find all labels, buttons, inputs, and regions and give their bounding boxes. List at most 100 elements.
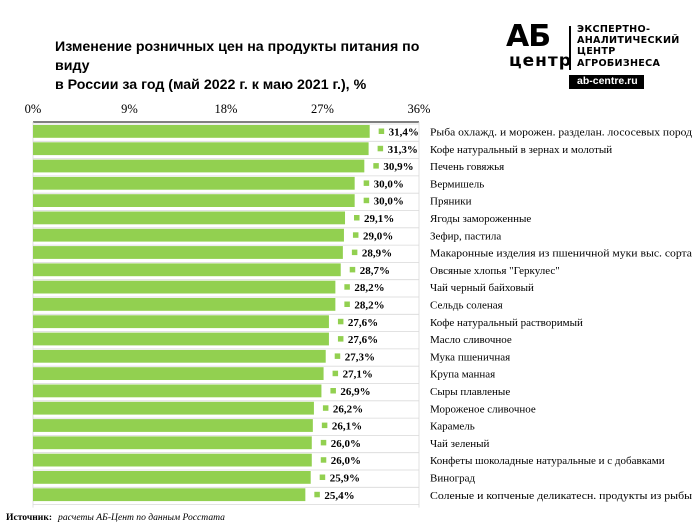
bar-marker xyxy=(314,491,320,498)
bar xyxy=(33,453,312,467)
category-label: Кофе натуральный растворимый xyxy=(430,317,583,329)
value-label: 31,4% xyxy=(389,127,419,139)
bar-marker xyxy=(363,180,370,186)
logo-divider xyxy=(569,26,571,70)
category-label: Мороженое сливочное xyxy=(430,403,536,415)
value-label: 26,0% xyxy=(331,455,361,467)
value-label: 29,0% xyxy=(363,230,393,242)
category-label: Сельдь соленая xyxy=(430,300,503,312)
bar-marker xyxy=(320,439,327,446)
chart-title-line-2: в России за год (май 2022 г. к маю 2021 … xyxy=(55,77,367,93)
bar xyxy=(33,332,329,346)
source-label: Источник: xyxy=(6,512,53,523)
bar-marker xyxy=(332,370,339,377)
ab-centre-logo: АБ центр ЭКСПЕРТНО- АНАЛИТИЧЕСКИЙ ЦЕНТР … xyxy=(506,22,700,92)
category-label: Виноград xyxy=(430,473,476,485)
bar-marker xyxy=(363,197,370,204)
bar-marker xyxy=(354,215,360,221)
bar-marker xyxy=(319,474,326,480)
category-label: Овсяные хлопья "Геркулес" xyxy=(430,265,560,277)
logo-url: ab-centre.ru xyxy=(569,75,644,89)
logo-caption-line: АНАЛИТИЧЕСКИЙ xyxy=(577,35,680,47)
logo-mark: АБ xyxy=(506,19,551,54)
category-label: Чай зеленый xyxy=(430,438,490,450)
value-label: 28,7% xyxy=(360,265,390,277)
logo-caption-line: АГРОБИЗНЕСА xyxy=(577,57,661,69)
category-label: Печень говяжья xyxy=(430,161,504,173)
value-label: 28,2% xyxy=(354,300,384,312)
bar xyxy=(33,246,343,259)
bar xyxy=(33,419,313,432)
value-label: 25,4% xyxy=(324,490,354,502)
category-label: Вермишель xyxy=(430,178,484,190)
bar-marker xyxy=(344,284,350,290)
bar xyxy=(33,125,370,138)
source-text: расчеты АБ-Цент по данным Росстата xyxy=(58,512,225,523)
bar xyxy=(33,194,355,207)
bar xyxy=(33,176,355,190)
bar xyxy=(33,263,341,277)
source-note: Источник: расчеты АБ-Цент по данным Росст… xyxy=(6,512,225,524)
bar xyxy=(33,280,336,294)
category-label: Мука пшеничная xyxy=(430,351,510,363)
category-label: Конфеты шоколадные натуральные и с добав… xyxy=(430,455,665,467)
bar-marker xyxy=(377,145,384,152)
bar xyxy=(33,436,312,450)
value-label: 31,3% xyxy=(388,144,418,156)
value-label: 30,0% xyxy=(374,196,404,208)
category-label: Сыры плавленые xyxy=(430,386,510,398)
bar-marker xyxy=(322,405,329,411)
bar-marker xyxy=(320,457,327,463)
x-tick-label: 18% xyxy=(215,102,238,116)
value-label: 26,1% xyxy=(332,421,362,433)
bar xyxy=(33,142,369,156)
category-label: Макаронные изделия из пшеничной муки выс… xyxy=(430,248,692,260)
value-label: 26,9% xyxy=(340,386,370,398)
bar-marker xyxy=(330,388,336,394)
x-tick-label: 36% xyxy=(408,102,431,116)
bar xyxy=(33,228,344,242)
bar xyxy=(33,384,322,398)
bar xyxy=(33,349,326,363)
category-label: Зефир, пастила xyxy=(430,230,501,242)
bar xyxy=(33,315,329,329)
value-label: 30,9% xyxy=(383,161,413,173)
bar-marker xyxy=(321,422,328,429)
category-label: Ягоды замороженные xyxy=(430,213,531,225)
category-label: Карамель xyxy=(430,421,475,433)
bar-marker xyxy=(337,318,344,325)
category-label: Чай черный байховый xyxy=(430,282,534,294)
logo-mark-word: центр xyxy=(509,51,572,71)
bar xyxy=(33,401,314,415)
x-tick-label: 9% xyxy=(121,102,138,116)
logo-caption: ЭКСПЕРТНО- АНАЛИТИЧЕСКИЙ ЦЕНТР АГРОБИЗНЕ… xyxy=(577,24,680,69)
value-label: 27,1% xyxy=(343,369,373,381)
value-label: 27,3% xyxy=(345,351,375,363)
bar-marker xyxy=(373,163,379,169)
bar-marker xyxy=(334,353,341,359)
value-label: 28,2% xyxy=(354,282,384,294)
category-label: Кофе натуральный в зернах и молотый xyxy=(430,144,612,156)
chart-title: Изменение розничных цен на продукты пита… xyxy=(55,38,455,95)
value-label: 29,1% xyxy=(364,213,394,225)
bar-marker xyxy=(351,249,358,256)
bar-marker xyxy=(337,336,344,342)
bar xyxy=(33,471,311,484)
logo-caption-line: ЭКСПЕРТНО- xyxy=(577,24,651,35)
value-label: 30,0% xyxy=(374,178,404,190)
x-tick-label: 0% xyxy=(25,102,42,116)
x-tick-label: 27% xyxy=(311,102,334,116)
value-label: 26,2% xyxy=(333,403,363,415)
value-label: 27,6% xyxy=(348,317,378,329)
category-label: Пряники xyxy=(430,196,472,208)
bar xyxy=(33,159,365,173)
chart-title-line-1: Изменение розничных цен на продукты пита… xyxy=(55,39,420,74)
bar-marker xyxy=(378,128,385,134)
bar xyxy=(33,298,336,311)
category-label: Рыба охлажд. и морожен. разделан. лососе… xyxy=(430,127,692,139)
bar-marker xyxy=(344,301,350,307)
bar xyxy=(33,488,306,502)
bar-marker xyxy=(349,266,356,273)
category-label: Соленые и копченые деликатесн. продукты … xyxy=(430,490,693,502)
bar-marker xyxy=(352,232,359,238)
